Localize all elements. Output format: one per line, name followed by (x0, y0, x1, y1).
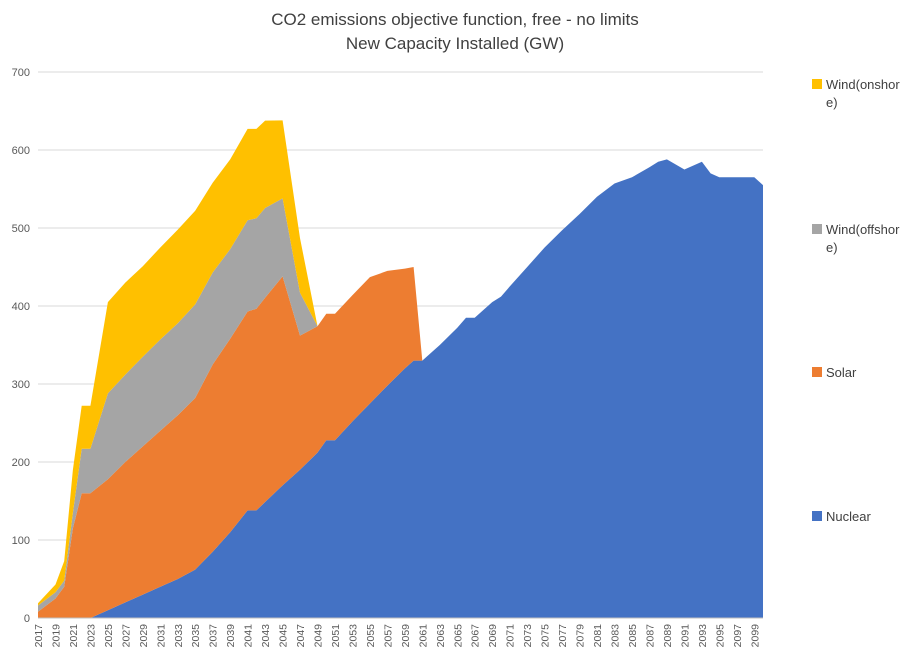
x-tick-label-2093: 2093 (697, 624, 709, 648)
x-tick-label-2045: 2045 (278, 624, 290, 648)
y-tick-label-600: 600 (12, 145, 30, 157)
x-tick-label-2085: 2085 (627, 624, 639, 648)
x-tick-label-2097: 2097 (732, 624, 744, 648)
legend-item-solar: Solar (812, 364, 906, 382)
x-tick-label-2077: 2077 (557, 624, 569, 648)
x-tick-label-2027: 2027 (120, 624, 132, 648)
x-tick-label-2043: 2043 (260, 624, 272, 648)
area-series-solar (38, 159, 763, 618)
legend-swatch-wind-offshore (812, 224, 822, 234)
x-tick-label-2099: 2099 (749, 624, 761, 648)
x-tick-label-2047: 2047 (295, 624, 307, 648)
x-tick-label-2019: 2019 (51, 624, 63, 648)
x-tick-label-2039: 2039 (225, 624, 237, 648)
legend-item-nuclear: Nuclear (812, 508, 906, 526)
legend-item-wind-onshore: Wind(onshore) (812, 76, 906, 112)
x-tick-label-2053: 2053 (348, 624, 360, 648)
legend-swatch-nuclear (812, 511, 822, 521)
x-tick-label-2081: 2081 (592, 624, 604, 648)
area-series-nuclear (38, 159, 763, 618)
x-tick-label-2051: 2051 (330, 624, 342, 648)
x-tick-label-2083: 2083 (610, 624, 622, 648)
y-tick-label-500: 500 (12, 223, 30, 235)
x-tick-label-2091: 2091 (679, 624, 691, 648)
legend-label-wind-offshore: Wind(offshore) (826, 222, 900, 255)
legend-swatch-wind-onshore (812, 79, 822, 89)
y-tick-label-100: 100 (12, 535, 30, 547)
x-tick-label-2029: 2029 (138, 624, 150, 648)
x-tick-label-2033: 2033 (173, 624, 185, 648)
x-tick-label-2079: 2079 (575, 624, 587, 648)
y-tick-label-300: 300 (12, 379, 30, 391)
chart-subtitle: New Capacity Installed (GW) (345, 34, 565, 53)
x-tick-label-2037: 2037 (208, 624, 220, 648)
x-tick-label-2057: 2057 (382, 624, 394, 648)
legend-swatch-solar (812, 367, 822, 377)
x-tick-label-2025: 2025 (103, 624, 115, 648)
x-tick-label-2041: 2041 (243, 624, 255, 648)
x-tick-label-2049: 2049 (313, 624, 325, 648)
area-series-wind-offshore (38, 159, 763, 612)
x-tick-label-2069: 2069 (487, 624, 499, 648)
x-tick-label-2055: 2055 (365, 624, 377, 648)
x-tick-label-2031: 2031 (155, 624, 167, 648)
y-tick-label-700: 700 (12, 67, 30, 79)
x-tick-label-2071: 2071 (505, 624, 517, 648)
y-tick-label-0: 0 (24, 613, 30, 625)
x-tick-label-2059: 2059 (400, 624, 412, 648)
x-tick-label-2067: 2067 (470, 624, 482, 648)
y-tick-label-400: 400 (12, 301, 30, 313)
x-tick-label-2061: 2061 (417, 624, 429, 648)
x-tick-label-2023: 2023 (85, 624, 97, 648)
x-tick-label-2089: 2089 (662, 624, 674, 648)
x-tick-label-2017: 2017 (33, 624, 45, 648)
area-series-wind-onshore (38, 120, 763, 606)
legend-label-nuclear: Nuclear (826, 509, 871, 524)
x-tick-label-2063: 2063 (435, 624, 447, 648)
x-tick-label-2035: 2035 (190, 624, 202, 648)
x-tick-label-2075: 2075 (540, 624, 552, 648)
legend-label-solar: Solar (826, 365, 857, 380)
legend-label-wind-onshore: Wind(onshore) (826, 77, 900, 110)
x-tick-label-2021: 2021 (68, 624, 80, 648)
chart-title: CO2 emissions objective function, free -… (271, 10, 639, 29)
x-tick-label-2087: 2087 (644, 624, 656, 648)
x-tick-label-2095: 2095 (714, 624, 726, 648)
x-tick-label-2065: 2065 (452, 624, 464, 648)
legend-item-wind-offshore: Wind(offshore) (812, 221, 906, 257)
y-tick-label-200: 200 (12, 457, 30, 469)
x-tick-label-2073: 2073 (522, 624, 534, 648)
